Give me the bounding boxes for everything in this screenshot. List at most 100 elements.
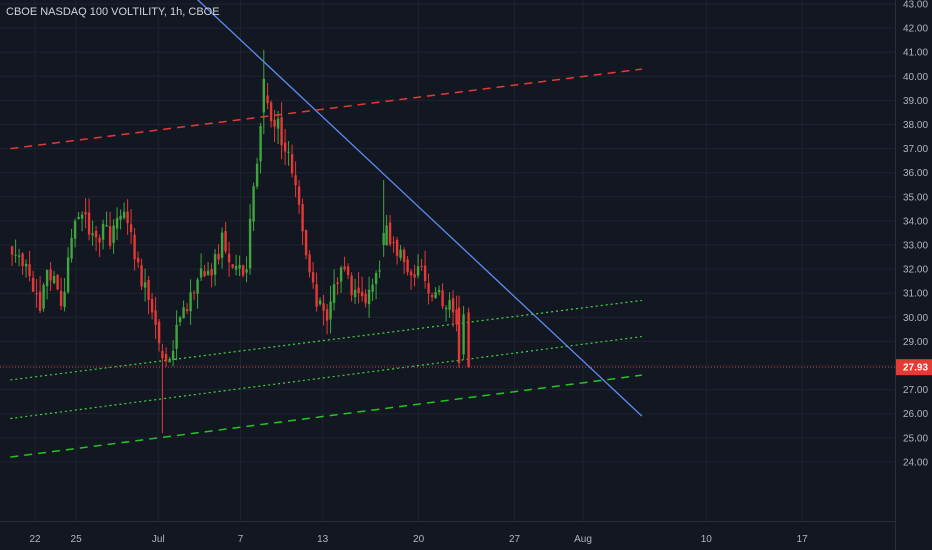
candle-body bbox=[311, 272, 315, 283]
candle-body bbox=[350, 275, 353, 296]
candle-body bbox=[441, 290, 444, 307]
candle-body bbox=[371, 284, 374, 292]
candle-body bbox=[339, 267, 343, 282]
candle-body bbox=[203, 271, 206, 277]
candle-body bbox=[430, 295, 434, 298]
candle-body bbox=[185, 309, 189, 312]
candle-body-key bbox=[457, 307, 461, 364]
candle-body bbox=[157, 321, 161, 344]
candle-body bbox=[269, 102, 273, 122]
candle-body-key bbox=[161, 351, 164, 359]
y-tick-label: 36.00 bbox=[903, 168, 928, 179]
candle-body bbox=[80, 214, 84, 219]
candle-body bbox=[122, 211, 126, 219]
trendline-dotted-upper[interactable] bbox=[10, 299, 642, 381]
candle-body bbox=[346, 266, 350, 275]
candle-body bbox=[119, 215, 122, 220]
y-tick-label: 39.00 bbox=[903, 96, 928, 107]
y-tick-label: 35.00 bbox=[903, 192, 928, 203]
y-tick-label: 41.00 bbox=[903, 48, 928, 59]
candle-body bbox=[388, 222, 392, 245]
x-tick-label: Jul bbox=[152, 534, 165, 545]
candle-body bbox=[192, 292, 196, 294]
candle-body bbox=[255, 163, 259, 187]
candle-body-key bbox=[382, 232, 385, 245]
candle-body bbox=[227, 253, 231, 263]
candle-body bbox=[45, 270, 49, 287]
candle-body bbox=[462, 314, 465, 355]
candle-body bbox=[374, 273, 378, 285]
candle-body bbox=[416, 266, 420, 276]
candle-body bbox=[290, 154, 294, 174]
candle-body bbox=[283, 142, 287, 152]
x-tick-label: 7 bbox=[238, 534, 244, 545]
trendline-dotted-lower[interactable] bbox=[10, 335, 642, 420]
candle-body bbox=[451, 298, 455, 313]
candle-body bbox=[168, 359, 171, 363]
candle-body bbox=[101, 223, 105, 240]
candle-body bbox=[206, 270, 210, 275]
candle-body bbox=[63, 291, 66, 308]
candle-body-key bbox=[467, 312, 470, 368]
candle-body bbox=[147, 279, 150, 301]
x-tick-label: 10 bbox=[701, 534, 713, 545]
y-tick-label: 34.00 bbox=[903, 216, 928, 227]
last-price-tag: 27.93 bbox=[896, 359, 932, 376]
y-tick-label: 29.00 bbox=[903, 337, 928, 348]
candle-body bbox=[84, 212, 87, 215]
x-tick-label: 27 bbox=[509, 534, 521, 545]
trendlines[interactable] bbox=[10, 0, 643, 458]
candle-body bbox=[259, 126, 262, 162]
candle-body bbox=[42, 284, 45, 309]
candle-body bbox=[31, 277, 35, 292]
candle-body bbox=[196, 279, 199, 294]
candle-body bbox=[171, 351, 175, 360]
candle-body bbox=[189, 292, 192, 312]
x-tick-label: 25 bbox=[71, 534, 83, 545]
candle-body bbox=[213, 254, 217, 275]
candle-body bbox=[287, 151, 290, 153]
candle-body bbox=[353, 289, 357, 298]
candle-body bbox=[24, 263, 28, 267]
candle-body bbox=[266, 95, 269, 104]
y-tick-label: 26.00 bbox=[903, 409, 928, 420]
candle-body bbox=[325, 309, 329, 321]
candle-body bbox=[276, 118, 280, 129]
candle-body bbox=[17, 255, 21, 257]
grid bbox=[0, 0, 895, 521]
candle-body bbox=[49, 269, 52, 281]
candle-body bbox=[217, 253, 220, 260]
candle-body bbox=[77, 216, 80, 220]
candle-body bbox=[87, 212, 91, 235]
candle-body bbox=[56, 274, 59, 290]
candle-body bbox=[70, 238, 73, 259]
candle-body bbox=[14, 254, 17, 256]
candle-body bbox=[402, 249, 406, 263]
y-tick-label: 43.00 bbox=[903, 0, 928, 11]
candle-body bbox=[115, 217, 119, 229]
candle-body bbox=[297, 186, 301, 205]
candles bbox=[10, 49, 470, 433]
time-axis[interactable]: 22 25 Jul 7 13 20 27 Aug 10 17 bbox=[29, 534, 808, 545]
price-axis[interactable]: 24.0025.0026.0027.0028.0029.0030.0031.00… bbox=[903, 0, 928, 468]
candle-body bbox=[437, 289, 441, 293]
candle-body bbox=[38, 291, 42, 311]
candle-body bbox=[248, 218, 252, 269]
candle-body bbox=[199, 268, 203, 278]
x-tick-label: 17 bbox=[797, 534, 809, 545]
candle-body bbox=[105, 225, 108, 227]
candle-body bbox=[252, 186, 255, 222]
candle-body bbox=[241, 265, 245, 276]
y-tick-label: 38.00 bbox=[903, 120, 928, 131]
candle-body bbox=[357, 287, 360, 294]
candle-body bbox=[98, 237, 101, 243]
candle-body bbox=[21, 253, 24, 267]
x-tick-label: Aug bbox=[574, 534, 592, 545]
candle-body bbox=[108, 226, 112, 246]
candle-body bbox=[52, 275, 56, 284]
trendline-descending-resistance[interactable] bbox=[161, 0, 643, 417]
candle-body bbox=[224, 231, 227, 252]
x-tick-label: 22 bbox=[29, 534, 41, 545]
